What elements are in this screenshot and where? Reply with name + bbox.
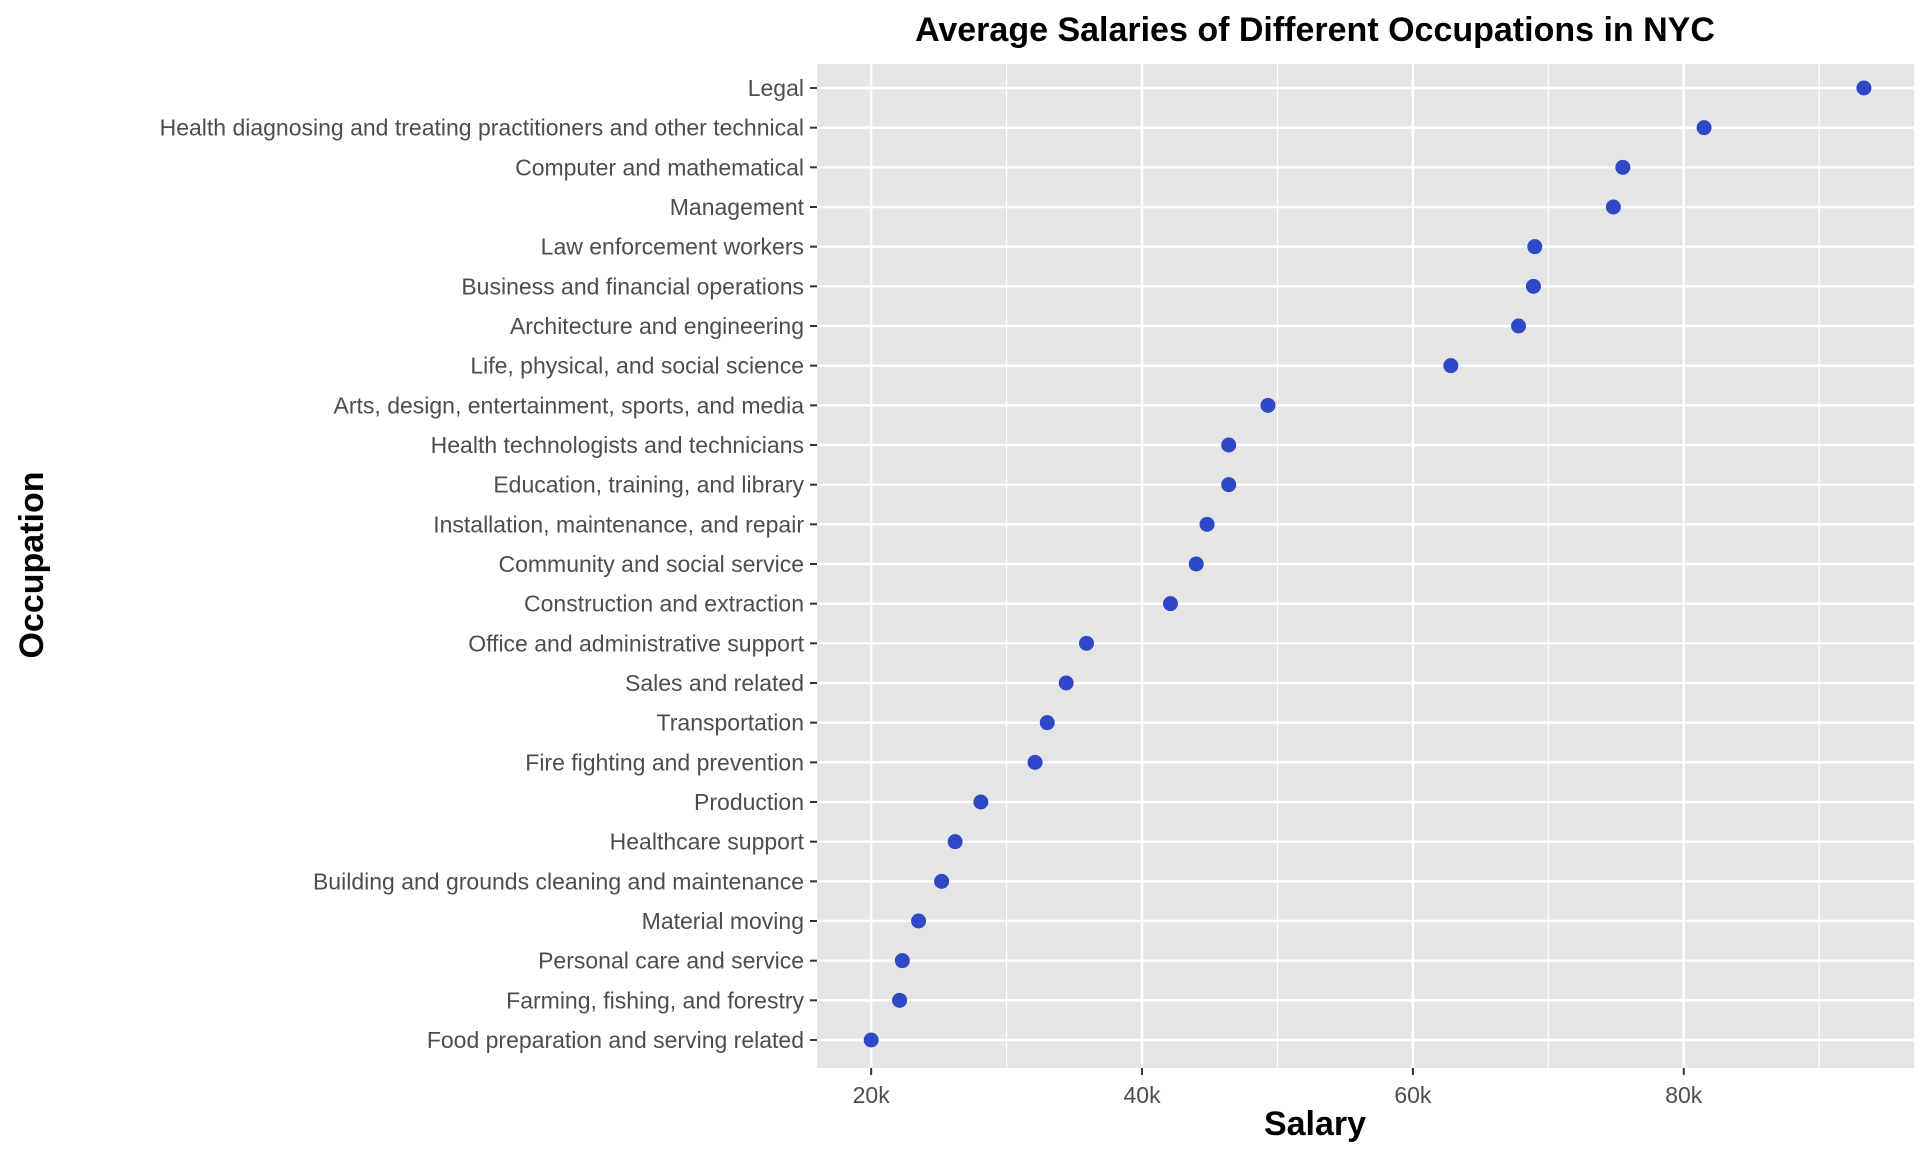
salary-point	[1039, 715, 1055, 731]
salary-point	[1856, 80, 1872, 96]
y-tick-label: Legal	[748, 75, 804, 101]
salary-point	[1527, 239, 1543, 255]
y-tick-label: Personal care and service	[538, 948, 804, 974]
y-tick-label: Sales and related	[625, 670, 804, 696]
y-tick-label: Education, training, and library	[493, 472, 804, 498]
y-tick-label: Food preparation and serving related	[427, 1027, 804, 1053]
y-tick-label: Installation, maintenance, and repair	[433, 511, 804, 537]
x-tick-label: 60k	[1394, 1082, 1432, 1108]
salary-point	[911, 913, 927, 929]
x-axis-title: Salary	[1264, 1105, 1366, 1143]
y-tick-label: Farming, fishing, and forestry	[506, 987, 804, 1013]
axis-ticks	[810, 87, 1685, 1075]
y-tick-label: Building and grounds cleaning and mainte…	[313, 868, 804, 894]
salary-point	[1443, 358, 1459, 374]
chart-title: Average Salaries of Different Occupation…	[915, 11, 1715, 49]
y-tick-label: Architecture and engineering	[510, 313, 804, 339]
salary-point	[1199, 516, 1215, 532]
y-tick-label: Production	[694, 789, 804, 815]
y-tick-label: Computer and mathematical	[515, 154, 804, 180]
salary-point	[934, 873, 950, 889]
salary-point	[1079, 635, 1095, 651]
salary-point	[1058, 675, 1074, 691]
y-tick-label: Office and administrative support	[468, 630, 804, 656]
salary-point	[1525, 278, 1541, 294]
salary-point	[1696, 120, 1712, 136]
y-axis-title: Occupation	[13, 471, 51, 658]
y-tick-label: Health technologists and technicians	[431, 432, 804, 458]
salary-point	[1260, 397, 1276, 413]
y-tick-label: Community and social service	[498, 551, 804, 577]
salary-point	[1221, 437, 1237, 453]
y-tick-label: Business and financial operations	[461, 273, 804, 299]
salary-point	[1188, 556, 1204, 572]
salary-point	[1615, 159, 1631, 175]
grid-lines	[817, 64, 1914, 1068]
salary-point	[894, 953, 910, 969]
y-tick-label: Transportation	[657, 710, 804, 736]
y-tick-label: Construction and extraction	[524, 591, 804, 617]
x-tick-label: 20k	[853, 1082, 891, 1108]
y-tick-label: Law enforcement workers	[541, 234, 804, 260]
salary-point	[973, 794, 989, 810]
x-tick-label: 80k	[1665, 1082, 1703, 1108]
salary-point	[863, 1032, 879, 1048]
salary-point	[1162, 596, 1178, 612]
salary-point	[1605, 199, 1621, 215]
y-tick-label: Management	[670, 194, 805, 220]
salary-point	[892, 992, 908, 1008]
x-tick-label: 40k	[1123, 1082, 1161, 1108]
salary-point	[947, 834, 963, 850]
y-tick-label: Material moving	[642, 908, 804, 934]
y-tick-label: Arts, design, entertainment, sports, and…	[334, 392, 805, 418]
data-points	[863, 80, 1872, 1048]
y-tick-label: Healthcare support	[610, 829, 805, 855]
y-tick-label: Health diagnosing and treating practitio…	[160, 115, 804, 141]
y-tick-label: Life, physical, and social science	[470, 353, 804, 379]
plot-panel	[817, 64, 1914, 1068]
y-tick-label: Fire fighting and prevention	[525, 749, 804, 775]
tick-labels: 20k 40k 60k 80k Legal Health diagnosing and t…	[160, 75, 1703, 1108]
salary-point	[1027, 754, 1043, 770]
salary-point	[1511, 318, 1527, 334]
salary-point	[1221, 477, 1237, 493]
